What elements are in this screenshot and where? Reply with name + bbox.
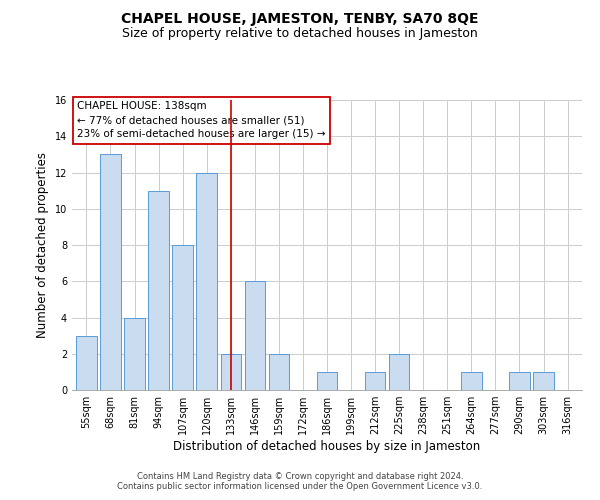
Bar — [221, 354, 241, 390]
X-axis label: Distribution of detached houses by size in Jameston: Distribution of detached houses by size … — [173, 440, 481, 453]
Bar — [509, 372, 530, 390]
Bar — [317, 372, 337, 390]
Bar — [245, 281, 265, 390]
Bar — [461, 372, 482, 390]
Text: Size of property relative to detached houses in Jameston: Size of property relative to detached ho… — [122, 28, 478, 40]
Bar — [196, 172, 217, 390]
Bar — [389, 354, 409, 390]
Bar — [172, 245, 193, 390]
Text: CHAPEL HOUSE: 138sqm
← 77% of detached houses are smaller (51)
23% of semi-detac: CHAPEL HOUSE: 138sqm ← 77% of detached h… — [77, 102, 326, 140]
Y-axis label: Number of detached properties: Number of detached properties — [36, 152, 49, 338]
Bar — [533, 372, 554, 390]
Text: CHAPEL HOUSE, JAMESTON, TENBY, SA70 8QE: CHAPEL HOUSE, JAMESTON, TENBY, SA70 8QE — [121, 12, 479, 26]
Bar — [269, 354, 289, 390]
Bar — [148, 190, 169, 390]
Bar — [100, 154, 121, 390]
Bar — [365, 372, 385, 390]
Text: Contains public sector information licensed under the Open Government Licence v3: Contains public sector information licen… — [118, 482, 482, 491]
Text: Contains HM Land Registry data © Crown copyright and database right 2024.: Contains HM Land Registry data © Crown c… — [137, 472, 463, 481]
Bar — [124, 318, 145, 390]
Bar — [76, 336, 97, 390]
